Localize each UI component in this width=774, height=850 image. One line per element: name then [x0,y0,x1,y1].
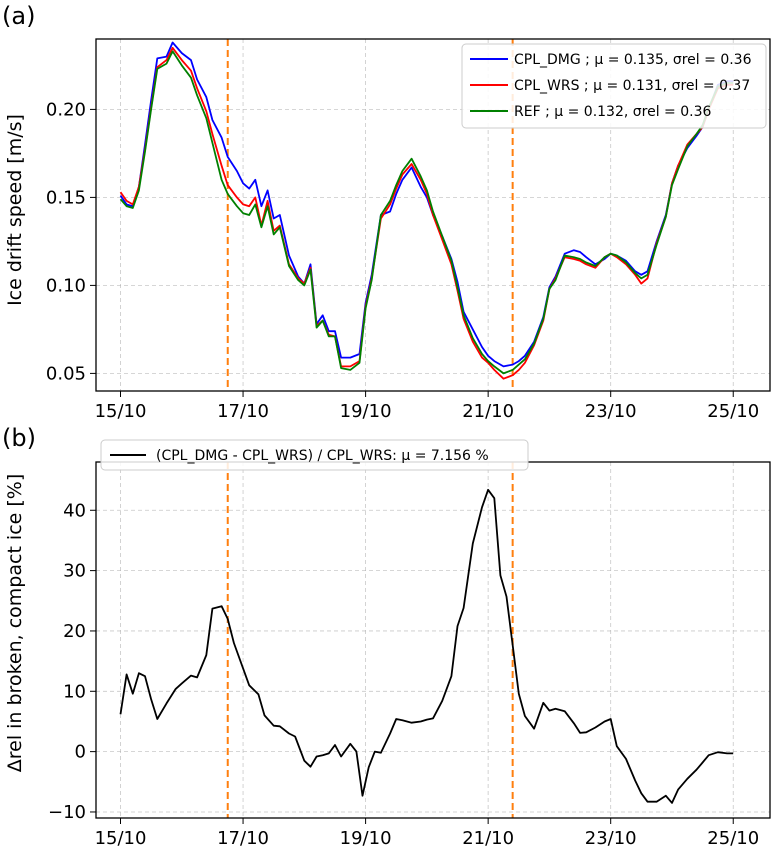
x-tick-label: 15/10 [95,401,147,422]
series-line-cpl-wrs [119,46,734,380]
y-tick-label: 10 [63,681,86,702]
y-tick-label: 0.15 [46,187,86,208]
panel-b-label: (b) [2,424,36,452]
panel-b-ylabel: Δrel in broken, compact ice [%] [4,474,26,773]
series-line-cpl-dmg [119,41,734,368]
x-tick-label: 21/10 [462,828,514,849]
panel-a-label: (a) [2,2,35,30]
series-line-ref [119,50,734,375]
panel-a-ylabel: Ice drift speed [m/s] [4,114,26,306]
panel-a-frame [95,38,771,392]
x-tick-label: 15/10 [95,828,147,849]
panel-a-legend-box [461,43,767,129]
panel-b-legend-box [100,439,529,471]
x-tick-label: 25/10 [707,401,759,422]
y-tick-label: −10 [48,802,86,823]
panel-b-yticks: −10 0 10 20 30 40 [48,500,96,823]
x-tick-label: 19/10 [340,828,392,849]
x-tick-label: 25/10 [707,828,759,849]
y-tick-label: 0.05 [46,363,86,384]
panel-b-series [119,488,734,804]
x-tick-label: 21/10 [462,401,514,422]
panel-b: (b) Δrel in broken, compact ice [%] 15/1… [2,424,771,849]
panel-a-series [119,41,734,380]
panel-a: (a) Ice drift speed [m/s] 15/10 17/10 19/1… [2,2,771,422]
panel-a-legend: CPL_DMG ; μ = 0.135, σrel = 0.36 CPL_WRS… [461,43,767,129]
x-tick-label: 19/10 [340,401,392,422]
legend-label-ref: REF ; μ = 0.132, σrel = 0.36 [514,104,711,120]
x-tick-label: 23/10 [585,828,637,849]
legend-label-rel-diff: (CPL_DMG - CPL_WRS) / CPL_WRS: μ = 7.156… [156,448,489,464]
panel-b-frame [95,461,771,819]
panel-b-grid [96,462,770,818]
x-tick-label: 23/10 [585,401,637,422]
panel-b-legend: (CPL_DMG - CPL_WRS) / CPL_WRS: μ = 7.156… [100,439,529,471]
y-tick-label: 0 [75,742,86,763]
panel-b-xticks: 15/10 17/10 19/10 21/10 23/10 25/10 [95,818,759,849]
panel-a-yticks: 0.05 0.10 0.15 0.20 [46,99,96,384]
y-tick-label: 40 [63,500,86,521]
legend-label-cpl-wrs: CPL_WRS ; μ = 0.131, σrel = 0.37 [514,78,750,94]
y-tick-label: 0.10 [46,275,86,296]
x-tick-label: 17/10 [217,401,269,422]
x-tick-label: 17/10 [217,828,269,849]
y-tick-label: 20 [63,621,86,642]
series-line-cpl-dmg-cpl-wrs-cpl-wrs [119,488,734,804]
y-tick-label: 0.20 [46,99,86,120]
legend-label-cpl-dmg: CPL_DMG ; μ = 0.135, σrel = 0.36 [514,52,752,68]
panel-a-xticks: 15/10 17/10 19/10 21/10 23/10 25/10 [95,391,759,422]
y-tick-label: 30 [63,561,86,582]
